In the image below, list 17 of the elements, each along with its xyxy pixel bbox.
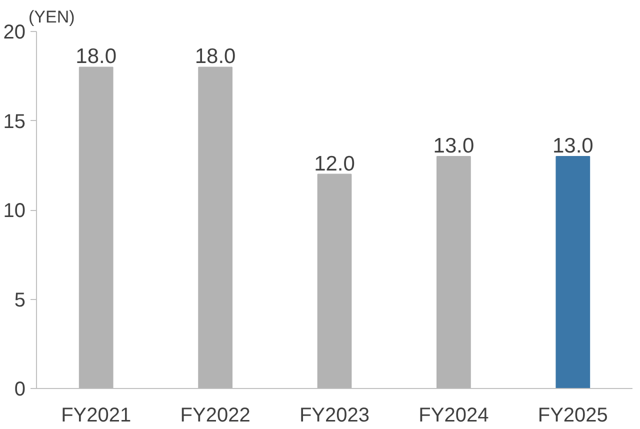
x-tick-label: FY2022 [180, 404, 250, 426]
x-tick-label: FY2024 [418, 404, 489, 426]
x-tick-label: FY2021 [61, 404, 132, 426]
data-label: 13.0 [552, 134, 594, 158]
data-label: 18.0 [76, 45, 117, 68]
y-tick-label: 20 [3, 22, 26, 44]
data-label: 12.0 [314, 152, 355, 176]
y-tick-label: 15 [3, 110, 26, 133]
y-tick-label: 5 [14, 289, 26, 312]
x-tick-label: FY2023 [299, 404, 370, 426]
bar [556, 156, 590, 388]
x-tick-label: FY2025 [538, 404, 608, 426]
y-tick-label: 0 [14, 378, 26, 400]
data-label: 13.0 [433, 134, 474, 158]
y-axis-title: (YEN) [28, 8, 75, 26]
data-label: 18.0 [194, 45, 236, 68]
y-tick-label: 10 [3, 200, 26, 222]
